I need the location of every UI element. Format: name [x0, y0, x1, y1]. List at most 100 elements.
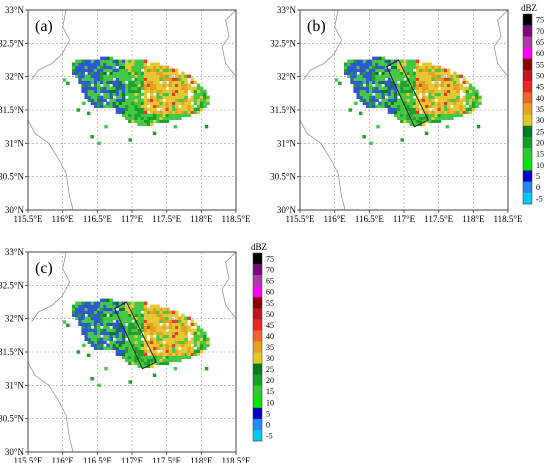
y-tick-label: 33°N [5, 5, 25, 15]
panel-label: (c) [35, 260, 53, 277]
x-tick-label: 118°E [190, 456, 213, 463]
colorbar-swatch [523, 81, 532, 93]
colorbar-swatch [253, 385, 262, 398]
y-tick-label: 31°N [5, 380, 25, 390]
y-tick-label: 30.5°N [0, 172, 24, 182]
panel-b: 115.5°E 116°E 116.5°E 117°E 117.5°E 118°E 118.… [270, 5, 523, 224]
colorbar-swatch [523, 136, 532, 149]
colorbar-swatch [253, 308, 262, 320]
colorbar-level-label: 50 [536, 71, 544, 80]
province-border [31, 10, 70, 81]
x-tick-label: 117°E [121, 214, 144, 224]
colorbar-level-label: 45 [266, 321, 274, 330]
colorbar-level-label: 0 [266, 420, 270, 429]
y-tick-label: 32.5°N [270, 38, 296, 48]
colorbar-level-label: -5 [536, 194, 543, 203]
colorbar-title: dBZ [251, 242, 267, 252]
colorbar-level-label: 0 [536, 183, 540, 192]
colorbar-swatch [253, 418, 262, 431]
colorbar-level-label: 60 [266, 288, 274, 297]
y-tick-label: 31°N [277, 138, 297, 148]
colorbar-swatch [523, 148, 532, 160]
x-tick-label: 118.5°E [493, 214, 523, 224]
x-tick-label: 117°E [393, 214, 416, 224]
colorbar-swatch [523, 159, 532, 171]
y-tick-label: 31°N [5, 138, 25, 148]
x-tick-label: 117.5°E [424, 214, 454, 224]
y-tick-label: 32.5°N [0, 280, 24, 290]
panel-label: (b) [307, 18, 326, 35]
colorbar-level-label: 60 [536, 49, 544, 58]
colorbar-level-label: 20 [536, 139, 544, 148]
x-tick-label: 118°E [462, 214, 485, 224]
x-tick-label: 115.5°E [285, 214, 315, 224]
y-tick-label: 30.5°N [0, 414, 24, 424]
colorbar-swatch [253, 275, 262, 287]
x-tick-label: 116°E [324, 214, 347, 224]
province-border [300, 119, 346, 210]
radar-echo [62, 56, 210, 145]
colorbar-swatch [523, 92, 532, 104]
x-tick-label: 118.5°E [221, 456, 251, 463]
y-tick-label: 30°N [5, 447, 25, 457]
analysis-box [114, 301, 157, 370]
colorbar-swatch [253, 264, 262, 276]
y-tick-label: 30°N [5, 205, 25, 215]
colorbar-level-label: 55 [266, 299, 274, 308]
colorbar-swatch [253, 352, 262, 364]
x-tick-label: 117°E [121, 456, 144, 463]
x-tick-label: 118.5°E [221, 214, 251, 224]
colorbar-swatch [523, 170, 532, 182]
colorbar-level-label: 55 [536, 60, 544, 69]
colorbar-level-label: 35 [536, 105, 544, 114]
colorbar-level-label: 65 [536, 38, 544, 47]
colorbar-level-label: 65 [266, 277, 274, 286]
panel-label: (a) [35, 18, 53, 35]
colorbar-level-label: 5 [266, 409, 270, 418]
province-border [28, 119, 74, 210]
x-tick-label: 115.5°E [13, 456, 43, 463]
province-border [493, 10, 508, 77]
x-tick-label: 117.5°E [152, 456, 182, 463]
colorbar-swatch [253, 363, 262, 375]
colorbar-swatch [523, 25, 532, 37]
y-tick-label: 32°N [277, 72, 297, 82]
colorbar-level-label: 15 [536, 150, 544, 159]
colorbar-swatch [253, 297, 262, 309]
colorbar-swatch [523, 36, 532, 48]
colorbar-swatch [523, 14, 532, 26]
y-tick-label: 32°N [5, 314, 25, 324]
colorbar-swatch [253, 341, 262, 353]
colorbar-level-label: 5 [536, 172, 540, 181]
colorbar-swatch [253, 253, 262, 265]
colorbar-level-label: 75 [266, 255, 274, 264]
x-tick-label: 118°E [190, 214, 213, 224]
y-tick-label: 32°N [5, 72, 25, 82]
y-tick-label: 31.5°N [0, 105, 24, 115]
colorbar-level-label: 30 [266, 354, 274, 363]
colorbar-swatch [253, 319, 262, 331]
y-tick-label: 33°N [5, 247, 25, 257]
colorbar-swatch [523, 47, 532, 60]
colorbar-level-label: 70 [266, 266, 274, 275]
colorbar-level-label: -5 [266, 431, 273, 440]
colorbar-level-label: 40 [266, 332, 274, 341]
panel-c: 115.5°E 116°E 116.5°E 117°E 117.5°E 118°E 118.… [0, 247, 251, 463]
colorbar-level-label: 30 [536, 116, 544, 125]
colorbar-swatch [253, 407, 262, 420]
colorbar-level-label: 25 [266, 365, 274, 374]
y-tick-label: 31.5°N [270, 105, 296, 115]
province-border [221, 10, 236, 77]
colorbar-swatch [523, 58, 532, 71]
colorbar-swatch [253, 330, 262, 342]
colorbar-level-label: 35 [266, 343, 274, 352]
y-tick-label: 31.5°N [0, 347, 24, 357]
colorbar-level-label: 70 [536, 27, 544, 36]
analysis-box [386, 59, 429, 128]
colorbar-swatch [523, 181, 532, 194]
colorbar-level-label: 40 [536, 94, 544, 103]
province-border [303, 10, 342, 81]
